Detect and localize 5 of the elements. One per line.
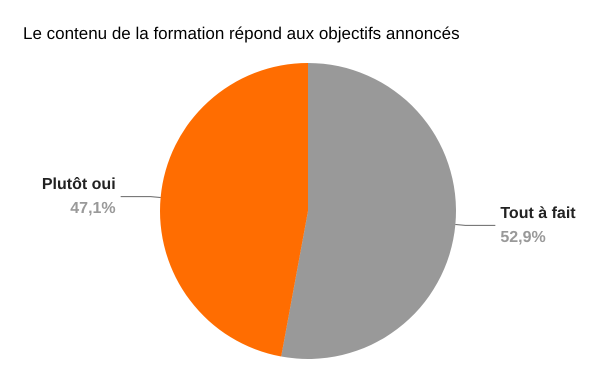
chart-title: Le contenu de la formation répond aux objectifs annoncés (23, 24, 460, 43)
slice-label: Tout à fait (500, 204, 576, 222)
data-label: 47,1% (70, 200, 116, 218)
slice-label: Plutôt oui (42, 176, 116, 194)
data-label: 52,9% (500, 228, 546, 246)
